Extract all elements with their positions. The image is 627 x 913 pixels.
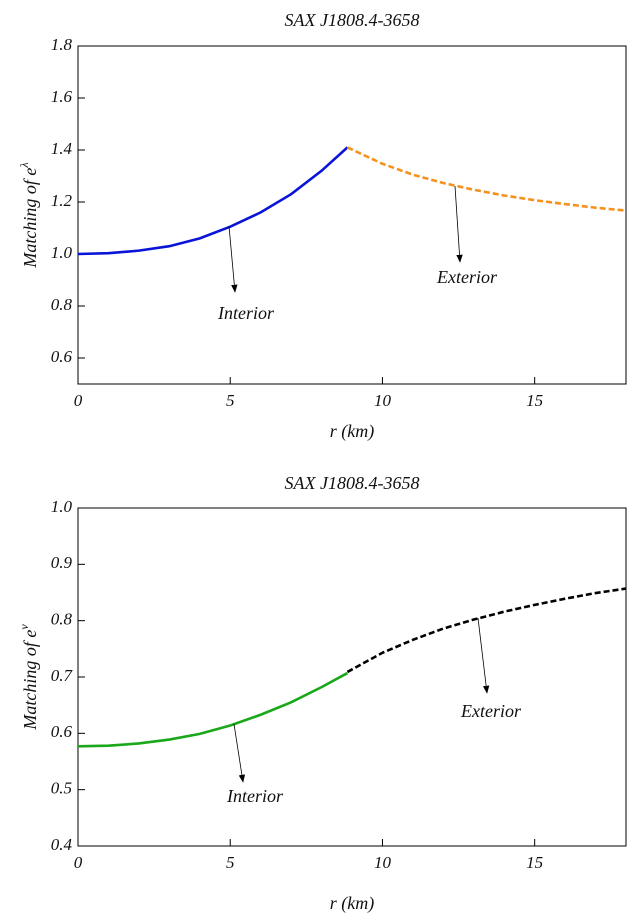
annotation: Interior: [217, 303, 275, 323]
x-tick-label: 10: [374, 853, 392, 872]
y-tick-label: 0.7: [51, 666, 74, 685]
annotation-arrow: [454, 185, 463, 263]
y-axis-label: Matching of eν: [17, 624, 40, 731]
y-axis-label: Matching of eλ: [17, 162, 40, 268]
y-axis-label-text: Matching of e: [20, 168, 40, 269]
y-tick-label: 0.8: [51, 610, 73, 629]
y-axis-label-superscript: λ: [17, 162, 31, 168]
annotation-arrow: [228, 225, 238, 293]
chart-title: SAX J1808.4-3658: [285, 10, 420, 30]
annotation-arrow: [477, 617, 490, 694]
y-tick-label: 0.8: [51, 295, 73, 314]
y-tick-label: 0.5: [51, 779, 72, 798]
y-tick-label: 0.6: [51, 722, 73, 741]
y-tick-label: 1.0: [51, 243, 73, 262]
y-tick-label: 1.6: [51, 87, 73, 106]
x-axis-label: r (km): [330, 893, 374, 913]
x-tick-label: 5: [226, 391, 235, 410]
y-tick-label: 1.8: [51, 35, 73, 54]
annotation-arrow: [233, 723, 246, 783]
chart-title: SAX J1808.4-3658: [285, 473, 420, 493]
y-tick-label: 0.6: [51, 347, 73, 366]
x-tick-label: 10: [374, 391, 392, 410]
x-tick-label: 5: [226, 853, 235, 872]
x-tick-label: 15: [526, 853, 543, 872]
plot-frame: [77, 45, 627, 385]
y-tick-label: 0.4: [51, 835, 73, 854]
y-axis-label-text: Matching of e: [20, 630, 40, 731]
y-tick-label: 1.4: [51, 139, 73, 158]
y-axis-label-superscript: ν: [17, 624, 31, 630]
data-line: [77, 671, 349, 748]
data-line: [346, 587, 627, 674]
annotation: Interior: [226, 786, 284, 806]
annotation: Exterior: [460, 701, 522, 721]
x-tick-label: 0: [74, 853, 83, 872]
x-tick-label: 0: [74, 391, 83, 410]
y-tick-label: 0.9: [51, 553, 73, 572]
y-tick-label: 1.0: [51, 497, 73, 516]
x-axis-label: r (km): [330, 421, 374, 442]
plot-frame: [77, 507, 627, 847]
data-line: [346, 146, 627, 212]
x-tick-label: 15: [526, 391, 543, 410]
annotation: Exterior: [436, 267, 498, 287]
data-line: [77, 146, 349, 256]
y-tick-label: 1.2: [51, 191, 73, 210]
